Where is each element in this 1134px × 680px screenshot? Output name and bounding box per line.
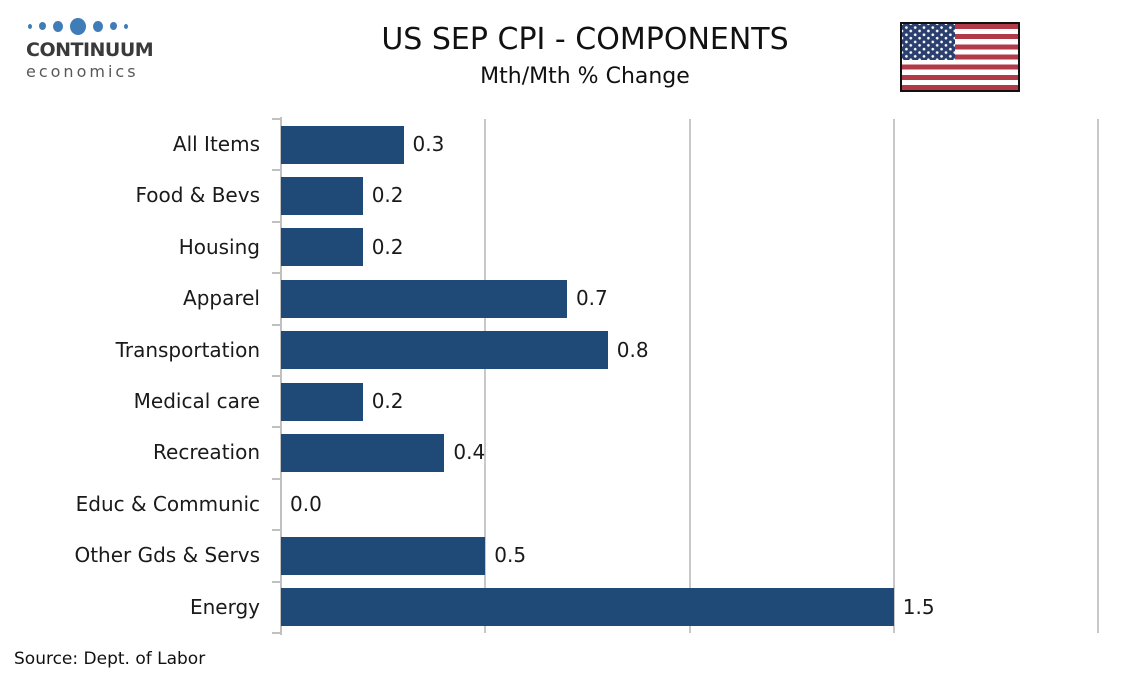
- bar-housing: [281, 228, 363, 267]
- category-label: Educ & Communic: [75, 491, 260, 516]
- gridline: [688, 119, 691, 633]
- continuum-economics-logo: CONTINUUM economics: [26, 16, 186, 81]
- value-label: 0.2: [371, 389, 404, 413]
- bar-food-bevs: [281, 177, 363, 216]
- bar-row: Food & Bevs 0.2: [0, 170, 1134, 221]
- logo-dot: [124, 23, 128, 29]
- logo-dot: [28, 23, 32, 29]
- bar-row: Educ & Communic 0.0: [0, 479, 1134, 530]
- bar-row: Energy 1.5: [0, 582, 1134, 633]
- bar-transportation: [281, 331, 608, 370]
- y-axis-tick: [272, 529, 280, 532]
- bar-row: Apparel 0.7: [0, 273, 1134, 324]
- y-axis-tick: [272, 323, 280, 326]
- category-label: Recreation: [153, 440, 260, 465]
- chart-subtitle: Mth/Mth % Change: [480, 64, 690, 89]
- logo-text-continuum: CONTINUUM: [26, 39, 154, 61]
- category-label: All Items: [172, 132, 260, 156]
- y-axis-tick: [272, 477, 280, 480]
- plot-area: [272, 117, 1099, 635]
- y-axis-tick: [272, 375, 280, 377]
- bar-rows: All Items 0.3 Food & Bevs 0.2 Housing 0.2 Appa…: [0, 119, 1134, 633]
- logo-dot: [93, 20, 103, 32]
- logo-dot: [110, 22, 117, 30]
- gridline: [892, 119, 895, 633]
- gridline: [1097, 119, 1099, 633]
- value-label: 0.7: [575, 286, 608, 311]
- value-label: 1.5: [902, 594, 935, 619]
- value-label: 0.0: [290, 491, 322, 516]
- bar-row: Transportation 0.8: [0, 325, 1134, 376]
- y-axis-tick: [272, 272, 280, 275]
- category-label: Transportation: [115, 337, 260, 362]
- y-axis-tick: [272, 426, 280, 429]
- logo-dot: [70, 17, 86, 35]
- value-label: 0.8: [616, 337, 649, 362]
- category-label: Food & Bevs: [135, 183, 260, 208]
- bar-energy: [281, 588, 894, 627]
- value-label: 0.5: [494, 543, 527, 568]
- bar-row: Housing 0.2: [0, 222, 1134, 273]
- bar-medical-care: [281, 382, 363, 421]
- value-label: 0.2: [371, 183, 404, 208]
- value-label: 0.4: [453, 440, 486, 465]
- logo-dots-icon: [28, 16, 186, 36]
- category-label: Other Gds & Servs: [74, 543, 260, 568]
- bar-row: Other Gds & Servs 0.5: [0, 530, 1134, 581]
- bar-row: Recreation 0.4: [0, 427, 1134, 478]
- logo-text-economics: economics: [26, 62, 139, 81]
- logo-dot: [53, 20, 63, 32]
- category-label: Energy: [189, 594, 260, 619]
- bar-row: Medical care 0.2: [0, 376, 1134, 427]
- value-label: 0.3: [412, 132, 445, 156]
- chart-header: US SEP CPI - COMPONENTS Mth/Mth % Change: [160, 22, 1010, 89]
- y-axis-tick: [272, 220, 280, 223]
- bar-apparel: [281, 279, 567, 318]
- bar-recreation: [281, 434, 445, 473]
- gridline: [484, 119, 487, 633]
- y-axis-tick: [272, 118, 280, 120]
- us-flag-icon: [900, 22, 1020, 92]
- category-label: Housing: [178, 234, 260, 259]
- bar-all-items: [281, 125, 404, 164]
- value-label: 0.2: [371, 234, 404, 259]
- flag-canton-stars: [902, 24, 955, 60]
- y-axis-tick: [272, 580, 280, 583]
- bar-other-gds-servs: [281, 536, 486, 575]
- category-label: Medical care: [133, 389, 260, 413]
- y-axis-tick: [272, 169, 280, 172]
- y-axis-tick: [272, 632, 280, 634]
- chart-title: US SEP CPI - COMPONENTS: [381, 22, 789, 57]
- source-note: Source: Dept. of Labor: [14, 649, 206, 669]
- logo-dot: [39, 22, 46, 30]
- bar-row: All Items 0.3: [0, 119, 1134, 170]
- category-label: Apparel: [183, 286, 260, 311]
- y-axis-line: [280, 117, 282, 635]
